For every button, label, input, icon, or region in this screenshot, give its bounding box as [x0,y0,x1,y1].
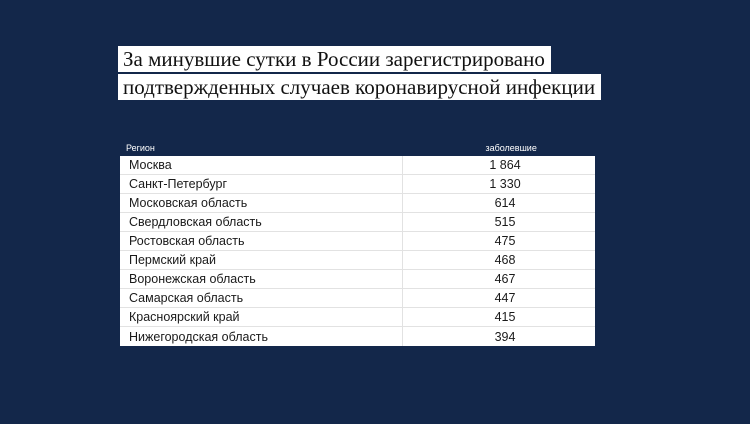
cases-cell: 468 [494,253,516,267]
table-row: Пермский край 468 [120,251,595,270]
cases-cell: 515 [494,215,516,229]
table-row: Москва 1 864 [120,156,595,175]
table-row: Свердловская область 515 [120,213,595,232]
cases-cell: 447 [494,291,516,305]
region-cell: Московская область [120,194,403,212]
table-row: Нижегородская область 394 [120,327,595,346]
region-cell: Самарская область [120,289,403,307]
header-region: Регион [126,143,155,153]
cases-table: Регион заболевшие Москва 1 864 Санкт-Пет… [120,140,595,346]
table-row: Красноярский край 415 [120,308,595,327]
region-cell: Нижегородская область [120,327,403,346]
cases-cell: 1 864 [489,158,521,172]
headline-line-2: подтвержденных случаев коронавирусной ин… [118,74,602,100]
region-cell: Москва [120,156,403,174]
region-cell: Ростовская область [120,232,403,250]
headline-line-1: За минувшие сутки в России зарегистриров… [118,46,551,72]
table-row: Санкт-Петербург 1 330 [120,175,595,194]
region-cell: Санкт-Петербург [120,175,403,193]
region-cell: Пермский край [120,251,403,269]
region-cell: Свердловская область [120,213,403,231]
table-row: Воронежская область 467 [120,270,595,289]
table-row: Самарская область 447 [120,289,595,308]
cases-cell: 467 [494,272,516,286]
table-body: Москва 1 864 Санкт-Петербург 1 330 Моско… [120,156,595,346]
cases-cell: 475 [494,234,516,248]
cases-cell: 1 330 [489,177,521,191]
cases-cell: 394 [494,329,516,344]
table-header: Регион заболевшие [120,140,595,156]
cases-cell: 415 [494,310,516,324]
cases-cell: 614 [494,196,516,210]
header-cases: заболевшие [485,143,537,153]
region-cell: Воронежская область [120,270,403,288]
table-row: Ростовская область 475 [120,232,595,251]
region-cell: Красноярский край [120,308,403,326]
headline: За минувшие сутки в России зарегистриров… [118,46,602,102]
table-row: Московская область 614 [120,194,595,213]
